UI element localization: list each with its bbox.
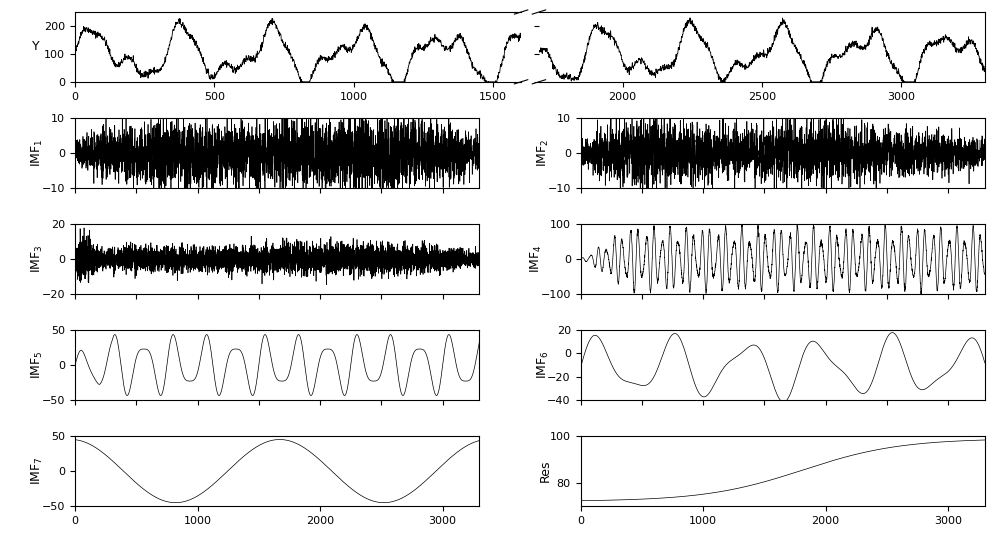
Y-axis label: IMF$_4$: IMF$_4$: [529, 245, 544, 274]
Y-axis label: IMF$_2$: IMF$_2$: [536, 139, 551, 167]
Y-axis label: IMF$_1$: IMF$_1$: [30, 139, 45, 167]
Y-axis label: Y: Y: [32, 40, 40, 54]
Y-axis label: Res: Res: [539, 460, 552, 482]
Y-axis label: IMF$_7$: IMF$_7$: [30, 457, 45, 485]
Y-axis label: IMF$_6$: IMF$_6$: [536, 351, 551, 380]
Y-axis label: IMF$_3$: IMF$_3$: [30, 245, 45, 274]
Y-axis label: IMF$_5$: IMF$_5$: [30, 351, 45, 380]
